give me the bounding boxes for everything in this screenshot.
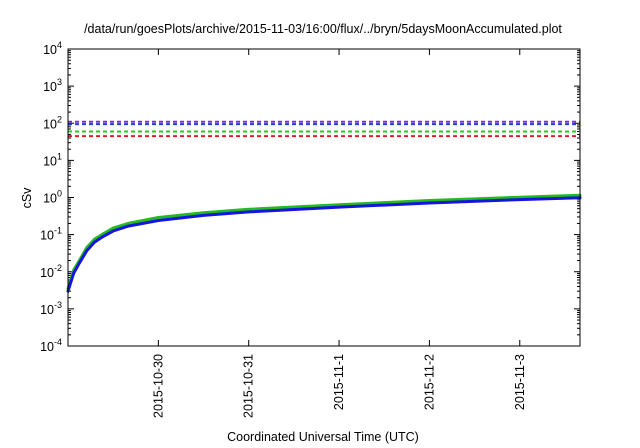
y-tick-label: 10-4 [40,337,62,354]
x-tick-label: 2015-11-1 [332,354,346,410]
y-tick-label: 102 [43,114,62,131]
plot-area: 10-4 10-3 10-2 10-1 100 101 102 103 104 2015-10-3… [40,40,582,418]
x-tick-label: 2015-10-31 [242,354,256,418]
y-tick-label: 10-3 [40,300,62,317]
y-tick-label: 104 [43,40,62,57]
x-axis-label: Coordinated Universal Time (UTC) [227,430,419,444]
plot-frame [67,48,581,347]
x-tick-label: 2015-11-3 [513,354,527,410]
series-line [66,196,582,293]
y-axis-label: cSv [20,187,34,209]
y-tick-label: 100 [43,189,62,206]
y-tick-label: 10-1 [40,226,62,243]
y-tick-label: 103 [43,77,62,94]
x-tick-label: 2015-11-2 [422,354,436,410]
x-tick-label: 2015-10-30 [151,354,165,418]
y-tick-label: 10-2 [40,263,62,280]
chart-title: /data/run/goesPlots/archive/2015-11-03/1… [84,22,562,36]
y-tick-label: 101 [43,151,62,168]
